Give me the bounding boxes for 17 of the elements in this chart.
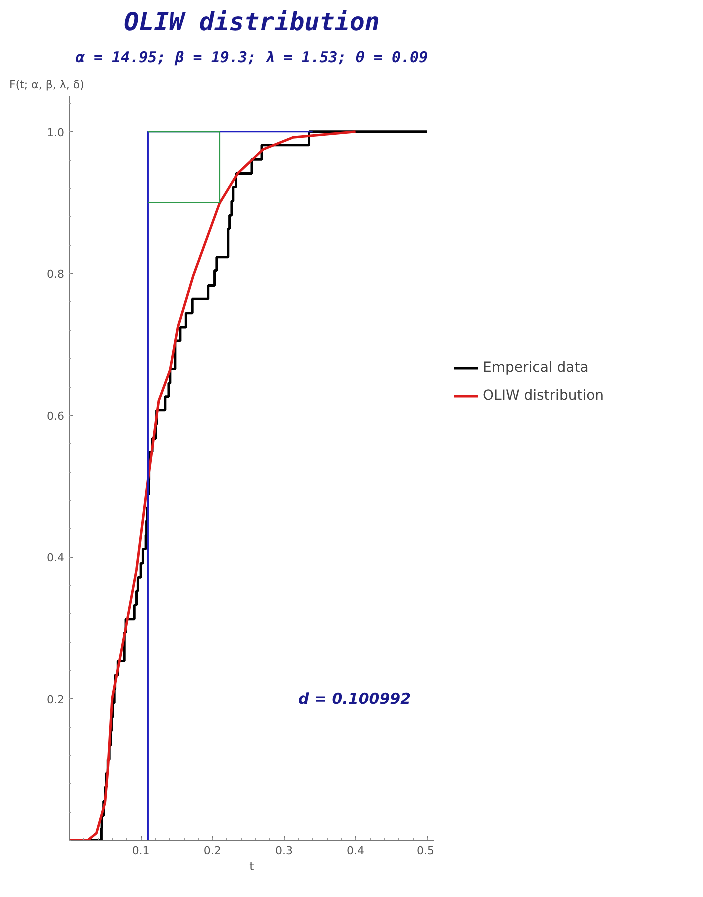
y-tick-label: 1.0 [47,126,65,140]
annotation: d = 0.100992 [298,690,412,708]
x-tick-label: 0.1 [132,844,150,858]
x-tick-label: 0.3 [275,844,293,858]
y-tick-label: 0.4 [47,552,65,565]
x-tick-label: 0.4 [347,844,365,858]
legend-label: OLIW distribution [483,388,604,404]
x-tick-label: 0.5 [417,844,435,858]
legend-label: Emperical data [483,360,589,376]
y-axis-title: F(t; α, β, λ, δ) [10,78,84,92]
y-tick-label: 0.8 [47,268,65,282]
chart-title: OLIW distribution [124,8,380,36]
x-axis-title: t [250,860,255,874]
chart-subtitle: α = 14.95; β = 19.3; λ = 1.53; θ = 0.09 [76,48,428,66]
y-tick-label: 0.2 [47,693,65,706]
x-tick-label: 0.2 [204,844,222,858]
y-tick-label: 0.6 [47,410,65,423]
